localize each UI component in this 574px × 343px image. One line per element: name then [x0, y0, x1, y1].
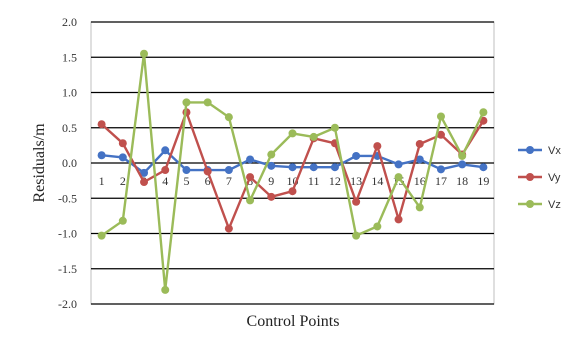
x-axis-label: Control Points: [247, 313, 340, 330]
data-point: [436, 112, 445, 121]
y-tick-label: 0.0: [62, 156, 77, 170]
y-tick-label: 2.0: [62, 15, 77, 29]
data-point: [330, 123, 339, 132]
data-point: [479, 108, 488, 117]
data-point: [182, 166, 191, 175]
data-point: [97, 231, 106, 240]
data-point: [118, 216, 127, 225]
data-point: [394, 215, 403, 224]
data-point: [182, 98, 191, 107]
series-vx: [97, 146, 488, 177]
data-point: [288, 129, 297, 138]
data-point: [267, 161, 276, 170]
y-axis-ticks: -2.0 -1.5 -1.0 -0.5 0.0 0.5 1.0 1.5 2.0: [58, 15, 77, 311]
data-point: [267, 192, 276, 201]
data-point: [373, 222, 382, 231]
data-point: [161, 146, 170, 155]
legend-swatch-marker: [526, 146, 534, 154]
data-point: [224, 166, 233, 175]
data-point: [352, 231, 361, 240]
x-tick-label: 11: [308, 174, 320, 188]
data-point: [118, 139, 127, 148]
x-tick-label: 5: [183, 174, 189, 188]
y-tick-label: 0.5: [62, 121, 77, 135]
data-point: [373, 142, 382, 151]
data-point: [203, 98, 212, 107]
data-point: [161, 166, 170, 175]
data-point: [309, 163, 318, 172]
data-point: [97, 151, 106, 160]
x-tick-label: 7: [226, 174, 232, 188]
data-point: [224, 113, 233, 122]
data-point: [246, 155, 255, 164]
data-point: [288, 163, 297, 172]
data-point: [352, 151, 361, 160]
data-point: [436, 130, 445, 139]
legend-label: Vy: [548, 172, 561, 184]
legend-swatch-marker: [526, 200, 534, 208]
x-tick-label: 19: [477, 174, 489, 188]
data-point: [288, 187, 297, 196]
x-tick-label: 9: [268, 174, 274, 188]
x-tick-label: 1: [99, 174, 105, 188]
data-point: [97, 120, 106, 129]
legend-item: Vy: [518, 172, 561, 184]
y-tick-label: -1.0: [58, 227, 77, 241]
data-point: [436, 165, 445, 174]
data-point: [203, 167, 212, 176]
data-point: [458, 160, 467, 169]
data-point: [309, 132, 318, 141]
data-point: [415, 139, 424, 148]
data-point: [246, 196, 255, 205]
x-tick-label: 12: [329, 174, 341, 188]
x-tick-label: 6: [205, 174, 211, 188]
x-tick-label: 13: [350, 174, 362, 188]
x-tick-label: 2: [120, 174, 126, 188]
data-point: [161, 285, 170, 294]
x-tick-label: 14: [371, 174, 383, 188]
x-tick-label: 18: [456, 174, 468, 188]
legend-label: Vz: [548, 199, 561, 211]
legend-item: Vz: [518, 199, 561, 211]
gridlines: [91, 21, 494, 305]
data-point: [458, 151, 467, 160]
y-tick-label: -2.0: [58, 297, 77, 311]
data-point: [140, 178, 149, 187]
x-tick-label: 4: [162, 174, 168, 188]
legend-item: Vx: [518, 145, 561, 157]
data-point: [394, 173, 403, 182]
legend-swatch-marker: [526, 173, 534, 181]
data-point: [118, 153, 127, 162]
x-tick-label: 17: [435, 174, 447, 188]
data-point: [415, 203, 424, 212]
data-point: [479, 163, 488, 172]
y-axis-label: Residuals/m: [31, 123, 48, 203]
legend-label: Vx: [548, 145, 561, 157]
data-point: [415, 155, 424, 164]
y-tick-label: 1.5: [62, 50, 77, 64]
data-point: [140, 49, 149, 58]
series-vz: [97, 49, 488, 294]
x-tick-label: 16: [414, 174, 426, 188]
data-point: [394, 160, 403, 169]
data-point: [246, 173, 255, 182]
series-layer: [97, 49, 488, 294]
data-point: [224, 224, 233, 233]
y-tick-label: 1.0: [62, 86, 77, 100]
data-point: [330, 163, 339, 172]
legend: Vx Vy Vz: [518, 145, 561, 211]
data-point: [352, 197, 361, 206]
y-tick-label: -0.5: [58, 191, 77, 205]
y-tick-label: -1.5: [58, 262, 77, 276]
data-point: [140, 168, 149, 177]
data-point: [267, 150, 276, 159]
